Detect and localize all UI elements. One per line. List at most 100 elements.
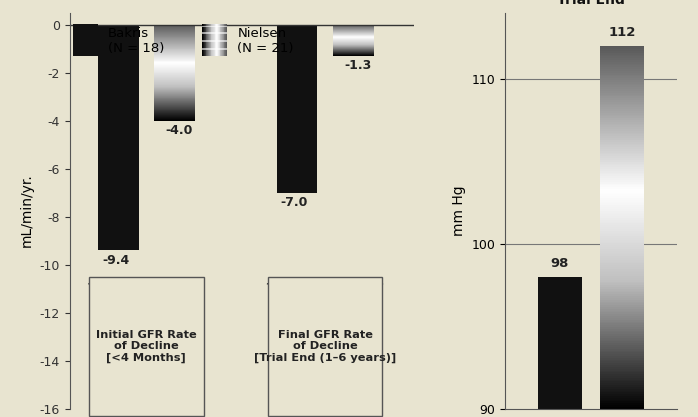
Bar — [600, 307, 644, 309]
Bar — [600, 162, 644, 163]
Bar — [212, 24, 213, 56]
Bar — [600, 245, 644, 247]
Text: Initial GFR Rate
of Decline
[<4 Months]: Initial GFR Rate of Decline [<4 Months] — [96, 329, 197, 363]
Bar — [600, 347, 644, 349]
Bar — [600, 115, 644, 116]
Bar — [600, 383, 644, 385]
Bar — [211, 24, 212, 56]
Bar — [154, 91, 195, 92]
Bar — [600, 331, 644, 332]
Bar — [600, 154, 644, 156]
Bar — [600, 216, 644, 218]
Bar — [600, 160, 644, 162]
Bar — [154, 92, 195, 93]
Bar — [600, 382, 644, 383]
Text: 98: 98 — [551, 257, 569, 270]
Bar — [154, 71, 195, 72]
Bar — [154, 65, 195, 66]
Bar — [600, 281, 644, 284]
Bar — [600, 271, 644, 272]
Bar — [600, 371, 644, 372]
Bar — [600, 129, 644, 131]
Bar — [219, 24, 221, 56]
Bar — [600, 345, 644, 347]
Bar — [154, 41, 195, 42]
Bar — [600, 133, 644, 135]
Bar — [154, 98, 195, 99]
Bar — [600, 95, 644, 96]
Bar — [600, 89, 644, 91]
Bar — [600, 203, 644, 205]
Bar — [600, 178, 644, 180]
Bar — [600, 256, 644, 258]
Bar — [600, 218, 644, 220]
Bar — [600, 392, 644, 394]
Bar — [600, 332, 644, 334]
Bar — [600, 289, 644, 291]
Bar — [600, 247, 644, 249]
Bar — [600, 374, 644, 376]
Bar — [213, 24, 214, 56]
Bar — [600, 146, 644, 147]
Bar — [600, 372, 644, 374]
Bar — [600, 291, 644, 292]
Bar — [154, 56, 195, 57]
Bar — [154, 46, 195, 47]
Bar — [154, 62, 195, 63]
Bar — [154, 113, 195, 114]
Bar — [600, 93, 644, 95]
Bar — [600, 158, 644, 160]
Bar — [600, 387, 644, 389]
Bar — [600, 75, 644, 76]
Bar — [154, 70, 195, 71]
Bar — [600, 58, 644, 60]
Bar — [600, 196, 644, 198]
Bar — [600, 100, 644, 102]
Bar — [600, 367, 644, 369]
Bar — [600, 126, 644, 127]
Bar — [600, 180, 644, 182]
Bar — [154, 68, 195, 69]
Bar — [600, 327, 644, 329]
Bar — [600, 241, 644, 244]
Bar — [154, 37, 195, 38]
Bar — [600, 301, 644, 303]
Bar — [600, 280, 644, 281]
Bar — [600, 51, 644, 53]
Bar — [600, 385, 644, 387]
Bar — [154, 48, 195, 49]
Bar — [600, 140, 644, 142]
Bar — [600, 276, 644, 278]
Bar — [154, 94, 195, 95]
Bar — [154, 120, 195, 121]
Bar — [154, 57, 195, 58]
Bar — [600, 193, 644, 194]
Bar — [600, 65, 644, 67]
Bar — [202, 26, 227, 27]
Bar — [600, 109, 644, 111]
Bar — [600, 48, 644, 49]
Bar — [600, 231, 644, 233]
Bar — [154, 73, 195, 74]
Bar — [154, 112, 195, 113]
Bar — [600, 91, 644, 93]
FancyBboxPatch shape — [89, 276, 204, 416]
Bar — [600, 325, 644, 327]
Bar — [154, 109, 195, 110]
Bar — [600, 292, 644, 294]
Bar — [154, 103, 195, 104]
Bar — [154, 110, 195, 111]
Bar — [225, 24, 226, 56]
Bar — [98, 25, 139, 250]
Text: 112: 112 — [609, 26, 636, 39]
Bar — [600, 84, 644, 85]
Bar — [205, 24, 206, 56]
Bar — [600, 69, 644, 71]
Bar — [600, 227, 644, 229]
Bar — [600, 205, 644, 207]
Bar — [154, 40, 195, 41]
Bar — [154, 55, 195, 56]
Bar — [154, 95, 195, 96]
Bar — [600, 405, 644, 407]
Bar — [154, 88, 195, 89]
